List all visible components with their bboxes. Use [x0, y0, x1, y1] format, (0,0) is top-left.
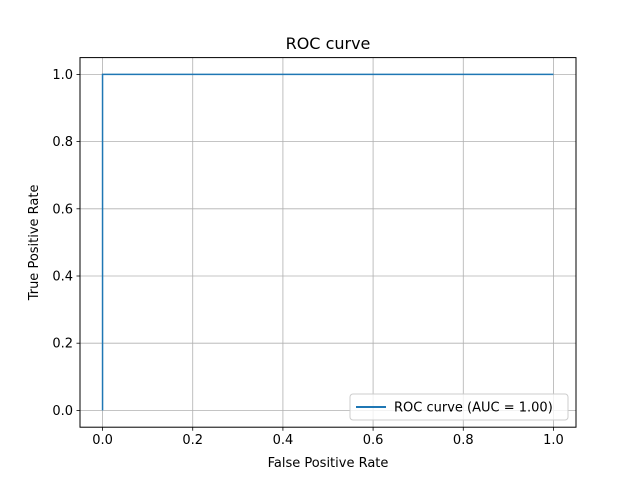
y-tick-label: 0.8	[52, 135, 73, 150]
x-tick-label: 0.0	[92, 433, 113, 448]
y-tick-label: 0.4	[52, 270, 73, 285]
chart-title: ROC curve	[286, 34, 371, 53]
y-axis-label: True Positive Rate	[27, 184, 42, 301]
legend-box	[349, 393, 569, 421]
x-tick-label: 0.2	[182, 433, 203, 448]
y-tick-label: 0.2	[52, 337, 73, 352]
plot-frame	[79, 57, 577, 428]
y-tick-label: 0.0	[52, 404, 73, 419]
y-tick-label: 0.6	[52, 202, 73, 217]
legend-label: ROC curve (AUC = 1.00)	[394, 401, 553, 416]
x-tick-label: 0.8	[453, 433, 474, 448]
roc-curve-line	[101, 73, 554, 411]
x-tick-label: 0.4	[273, 433, 294, 448]
series-group	[101, 73, 554, 411]
legend: ROC curve (AUC = 1.00)	[349, 393, 569, 421]
x-tick-label: 0.6	[363, 433, 384, 448]
y-tick-label: 1.0	[52, 68, 73, 83]
axis-ticks: 0.0 0.2 0.4 0.6 0.8 1.0 0.0 0.2 0.4 0.6 0.8 1.0	[52, 68, 563, 448]
x-axis-label: False Positive Rate	[268, 456, 389, 471]
x-tick-label: 1.0	[543, 433, 564, 448]
grid-lines	[80, 57, 576, 428]
